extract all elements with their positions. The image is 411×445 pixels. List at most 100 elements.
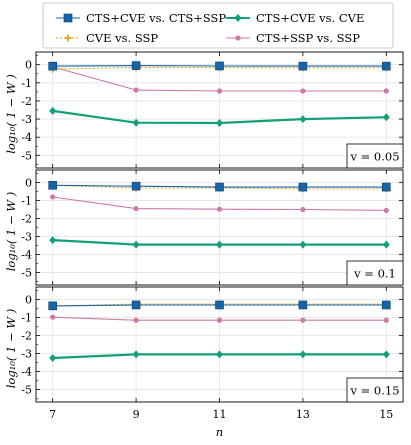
- y-tick-label: -2: [21, 213, 32, 226]
- series-cts_cve_vs_cve: [49, 350, 390, 362]
- data-point: [383, 317, 389, 323]
- data-point: [298, 61, 308, 71]
- legend-entry-cve_vs_ssp: CVE vs. SSP: [56, 31, 158, 45]
- y-tick-label: -3: [21, 113, 32, 126]
- data-point: [133, 317, 139, 323]
- legend-label: CTS+CVE vs. CTS+SSP: [86, 11, 226, 25]
- data-point: [48, 301, 57, 311]
- data-point: [133, 206, 139, 212]
- legend-label: CTS+SSP vs. SSP: [256, 31, 360, 45]
- y-tick-label: -4: [21, 248, 32, 261]
- series-cts_cve_vs_cts_ssp: [48, 300, 391, 311]
- data-point: [49, 236, 57, 245]
- y-tick-label: 0: [25, 59, 32, 72]
- y-axis-label: log₁₀( 1 − W ): [4, 192, 18, 272]
- y-axis-label: log₁₀( 1 − W ): [4, 74, 18, 154]
- data-point: [383, 88, 389, 94]
- y-tick-label: -1: [21, 312, 32, 325]
- series-cts_ssp_vs_ssp: [50, 314, 389, 323]
- y-tick-label: -4: [21, 365, 32, 378]
- data-point: [299, 240, 307, 249]
- v-label-box: [346, 143, 404, 169]
- legend: CTS+CVE vs. CTS+SSP CTS+CVE vs. CVE CVE vs…: [42, 2, 394, 49]
- legend-label: CTS+CVE vs. CVE: [256, 11, 364, 25]
- data-point: [298, 300, 308, 310]
- data-point: [132, 240, 140, 249]
- x-tick-label: 11: [213, 408, 227, 421]
- y-tick-label: -2: [21, 95, 32, 108]
- legend-entry-cts_ssp_vs_ssp: CTS+SSP vs. SSP: [226, 31, 360, 45]
- series-cts_ssp_vs_ssp: [50, 64, 389, 94]
- data-point: [383, 207, 389, 214]
- y-tick-label: -5: [21, 149, 32, 162]
- y-tick-label: -4: [21, 131, 32, 144]
- data-point: [382, 350, 390, 359]
- v-label: v = 0.05: [349, 150, 399, 164]
- x-tick-label: 7: [49, 408, 56, 421]
- data-point: [133, 87, 139, 93]
- data-point: [300, 317, 306, 323]
- y-tick-label: 0: [25, 294, 32, 307]
- data-point: [131, 61, 141, 70]
- y-tick-label: -2: [21, 330, 32, 343]
- legend-marker: [64, 34, 72, 42]
- data-point: [48, 61, 57, 71]
- data-point: [300, 88, 306, 94]
- y-tick-label: -3: [21, 347, 32, 360]
- series-cts_ssp_vs_ssp: [50, 194, 389, 214]
- data-point: [300, 206, 306, 213]
- data-point: [131, 300, 141, 310]
- legend-entry-cts_cve_vs_cve: CTS+CVE vs. CVE: [226, 11, 364, 25]
- legend-label: CVE vs. SSP: [86, 31, 158, 45]
- data-point: [50, 194, 56, 200]
- data-point: [216, 88, 223, 94]
- legend-marker-stroke: [64, 34, 72, 42]
- data-point: [382, 240, 390, 249]
- v-label: v = 0.1: [353, 267, 396, 281]
- x-tick-label: 13: [296, 408, 310, 421]
- y-tick-label: -1: [21, 195, 32, 208]
- data-point: [215, 300, 224, 310]
- data-point: [216, 119, 223, 128]
- legend-marker: [235, 35, 241, 41]
- x-tick-label: 15: [379, 408, 393, 421]
- data-point: [132, 350, 140, 359]
- x-axis-label: n: [216, 425, 223, 439]
- y-tick-label: -3: [21, 230, 32, 243]
- data-point: [215, 61, 224, 71]
- y-tick-label: 0: [25, 177, 32, 190]
- legend-marker: [63, 13, 73, 23]
- data-point: [215, 182, 224, 192]
- data-point: [48, 180, 57, 190]
- data-point: [216, 206, 223, 212]
- data-point: [49, 353, 57, 362]
- v-label-box: [346, 260, 404, 286]
- data-point: [382, 182, 391, 192]
- data-point: [216, 240, 223, 249]
- legend-entry-cts_cve_vs_cts_ssp: CTS+CVE vs. CTS+SSP: [56, 11, 226, 25]
- legend-frame: [42, 2, 394, 49]
- data-point: [299, 350, 307, 359]
- data-point: [49, 106, 57, 115]
- data-point: [50, 314, 56, 320]
- legend-marker: [234, 14, 242, 22]
- y-axis-label: log₁₀( 1 − W ): [4, 309, 18, 389]
- data-point: [382, 61, 391, 71]
- data-point: [216, 350, 223, 359]
- y-tick-label: -5: [21, 383, 32, 396]
- series-cts_cve_vs_cve: [49, 236, 390, 249]
- data-point: [382, 300, 391, 310]
- data-point: [132, 118, 140, 127]
- data-point: [299, 115, 307, 124]
- y-tick-label: -1: [21, 77, 32, 90]
- v-label-box: [346, 377, 404, 403]
- series-cts_cve_vs_cts_ssp: [48, 180, 391, 192]
- series-cts_cve_vs_cve: [49, 106, 390, 128]
- data-point: [131, 181, 141, 191]
- series-cts_cve_vs_cts_ssp: [48, 61, 391, 71]
- y-tick-label: -5: [21, 266, 32, 279]
